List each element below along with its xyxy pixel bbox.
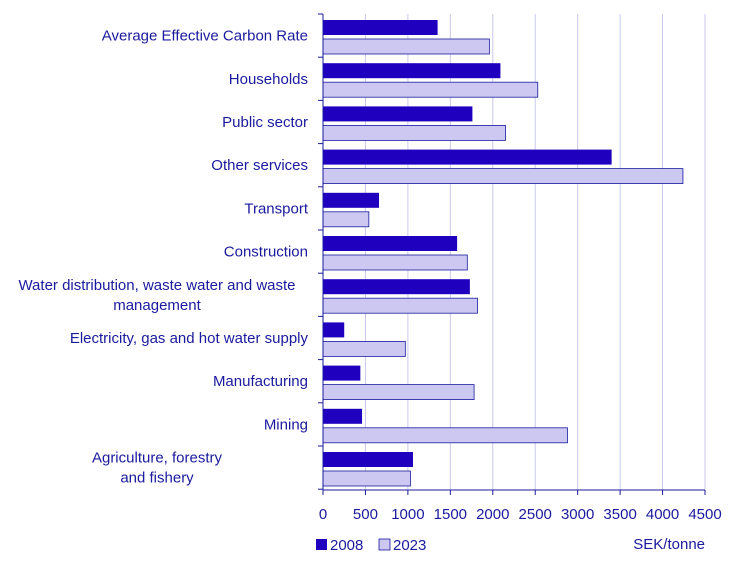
- category-label-1: Households: [229, 71, 308, 88]
- category-label-8: Manufacturing: [213, 373, 308, 390]
- category-label-5: Construction: [224, 244, 308, 261]
- category-label-7: Electricity, gas and hot water supply: [70, 330, 309, 347]
- bar-2008-3: [323, 149, 612, 165]
- legend: 2008 2023: [316, 537, 426, 554]
- bar-2023-0: [322, 38, 490, 55]
- legend-label-2008: 2008: [330, 537, 363, 554]
- x-tick-label-4500: 4500: [688, 506, 721, 523]
- category-label-3: Other services: [211, 157, 308, 174]
- category-label-10-line-0: Agriculture, forestry: [92, 450, 223, 467]
- bars: [322, 20, 684, 487]
- bar-2023-6: [322, 297, 478, 314]
- x-tick-label-1000: 1000: [391, 506, 424, 523]
- x-tick-label-4000: 4000: [646, 506, 679, 523]
- x-axis-title: SEK/tonne: [633, 536, 705, 553]
- bar-2023-10: [322, 470, 411, 487]
- bar-2008-5: [323, 236, 458, 251]
- category-label-0: Average Effective Carbon Rate: [102, 28, 308, 45]
- category-label-2: Public sector: [222, 114, 308, 131]
- x-tick-label-2000: 2000: [476, 506, 509, 523]
- bar-2023-5: [322, 254, 468, 271]
- x-tick-label-3500: 3500: [603, 506, 636, 523]
- x-tick-label-3000: 3000: [561, 506, 594, 523]
- bar-2008-7: [323, 322, 345, 338]
- category-label-10-line-1: and fishery: [120, 470, 194, 487]
- bar-2008-2: [323, 106, 473, 122]
- bar-2023-2: [322, 125, 506, 141]
- category-label-6-line-0: Water distribution, waste water and wast…: [18, 277, 295, 294]
- category-labels: Average Effective Carbon Rate Households P…: [18, 28, 308, 487]
- legend-swatch-2023: [378, 538, 391, 551]
- bar-2023-1: [322, 81, 539, 98]
- bar-2023-3: [322, 168, 684, 185]
- category-label-4: Transport: [244, 200, 308, 217]
- bar-2008-8: [323, 365, 361, 381]
- legend-label-2023: 2023: [393, 537, 426, 554]
- bar-2008-9: [323, 408, 363, 424]
- bar-2023-8: [322, 384, 475, 401]
- category-label-9: Mining: [264, 416, 308, 433]
- bar-2008-1: [323, 63, 501, 79]
- category-label-6-line-1: management: [113, 297, 201, 314]
- x-tick-labels: 0 500 1000 1500 2000 2500 3000 3500 4000 4500: [319, 506, 722, 523]
- axes: [318, 13, 706, 495]
- bar-2023-9: [322, 427, 568, 444]
- x-tick-label-500: 500: [353, 506, 378, 523]
- bar-2008-0: [323, 20, 438, 35]
- x-tick-label-0: 0: [319, 506, 327, 523]
- bar-2008-4: [323, 192, 380, 208]
- bar-2008-6: [323, 279, 470, 295]
- bar-2023-4: [322, 211, 370, 228]
- legend-swatch-2008: [316, 539, 327, 550]
- x-tick-label-1500: 1500: [434, 506, 467, 523]
- x-tick-label-2500: 2500: [519, 506, 552, 523]
- bar-2023-7: [322, 340, 406, 357]
- bar-2008-10: [323, 452, 413, 467]
